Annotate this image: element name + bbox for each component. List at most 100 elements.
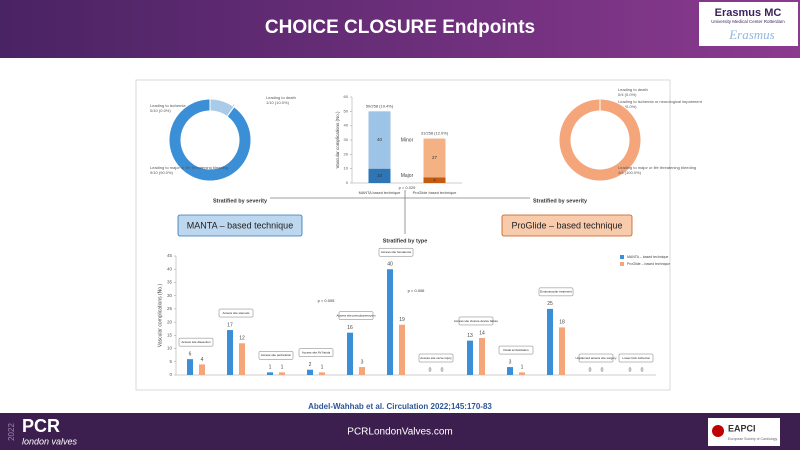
bar-value-label: 4 <box>201 357 204 363</box>
bar-segment <box>423 177 446 183</box>
category-label: Access site nerve injury <box>420 356 452 360</box>
bar-value-label: 40 <box>377 137 383 142</box>
bar-segment <box>423 138 446 178</box>
bar <box>547 308 553 375</box>
y-tick-label: 20 <box>344 151 349 156</box>
slice-value-label: 0/4 (0.0%) <box>618 92 637 97</box>
bar-value-label: 6 <box>189 351 192 357</box>
category-label: Access site hematoma <box>381 250 412 254</box>
citation: Abdel-Wahhab et al. Circulation 2022;145… <box>308 402 492 411</box>
y-tick-label: 30 <box>167 293 173 298</box>
category-box <box>218 308 254 318</box>
y-tick-label: 0 <box>169 372 172 377</box>
category-box <box>418 353 454 363</box>
p-value: p = 0.005 <box>318 298 336 303</box>
category-box <box>498 345 534 355</box>
bar <box>227 330 233 375</box>
eapci-name: EAPCI <box>728 423 756 433</box>
bar-value-label: 27 <box>432 155 438 160</box>
bar-value-label: 0 <box>601 367 604 373</box>
bar-value-label: 14 <box>479 330 485 336</box>
slice-label: Leading to death <box>266 95 296 100</box>
bar-value-label: 0 <box>641 367 644 373</box>
category-label: Access site closure device failure <box>454 319 499 323</box>
y-tick-label: 20 <box>167 319 173 324</box>
slice-label: Leading to major or life threatening ble… <box>618 165 696 170</box>
slice-label: Leading to ischemia or neurological impa… <box>618 99 703 104</box>
y-tick-label: 30 <box>344 137 349 142</box>
section-label: Stratified by severity <box>213 198 268 204</box>
logo-box <box>699 2 798 46</box>
category-box <box>338 311 374 320</box>
bar-value-label: 25 <box>547 301 553 307</box>
eapci-sub: European Society of Cardiology <box>728 437 777 441</box>
slice-value-label: 4/4 (100.0%) <box>618 170 642 175</box>
bar-value-label: 0 <box>441 367 444 373</box>
x-tick-label: MANTA based technique <box>359 191 401 195</box>
bar-value-label: 19 <box>399 317 405 323</box>
bar-value-label: 3 <box>509 359 512 365</box>
y-tick-label: 25 <box>167 306 173 311</box>
p-value: p = 0.029 <box>399 185 417 190</box>
bar-value-label: 1 <box>281 365 284 371</box>
slide-title: CHOICE CLOSURE Endpoints <box>265 17 535 38</box>
bar-segment <box>368 168 391 183</box>
category-label: Access site pseudoaneurysm <box>336 313 376 317</box>
bar <box>559 327 565 375</box>
legend-label: ProGlide – based technique <box>627 262 670 266</box>
slice-label: Leading to death <box>618 87 648 92</box>
category-label: Access site stenosis <box>222 311 250 315</box>
x-tick-label: ProGlide based technique <box>413 191 457 195</box>
y-axis-label: Vascular complications (No.) <box>335 111 340 168</box>
pie-slice <box>558 98 642 182</box>
y-tick-label: 10 <box>344 166 349 171</box>
bar <box>267 372 273 375</box>
category-box <box>538 287 574 297</box>
series-label: Minor <box>401 137 414 143</box>
logo-script: Erasmus <box>728 27 775 42</box>
category-box <box>178 337 214 347</box>
bar <box>467 340 473 375</box>
total-label: 31/258 (12.0%) <box>421 131 449 136</box>
category-label: Lower limb ischemia <box>622 356 650 360</box>
y-tick-label: 45 <box>167 253 173 258</box>
bar-value-label: 17 <box>227 322 233 328</box>
bar-value-label: 12 <box>239 336 245 342</box>
category-box <box>298 348 334 357</box>
footer-url: PCRLondonValves.com <box>347 427 452 438</box>
legend-label: MANTA – based technique <box>627 255 668 259</box>
logo-subtitle: University Medical Center Rotterdam <box>711 19 785 24</box>
category-label: Distal embolization <box>503 348 529 352</box>
bar <box>479 337 485 375</box>
footer-pcr-sub: london valves <box>22 436 78 446</box>
bar-value-label: 0 <box>629 367 632 373</box>
group-box <box>501 214 633 237</box>
category-label: Access site perforation <box>261 353 292 357</box>
header-band <box>0 0 800 58</box>
y-tick-label: 15 <box>167 333 173 338</box>
group-label: MANTA – based technique <box>187 220 293 230</box>
y-tick-label: 40 <box>344 123 349 128</box>
category-box <box>578 353 614 363</box>
y-tick-label: 5 <box>169 359 172 364</box>
bar-value-label: 0 <box>589 367 592 373</box>
pie-slice <box>168 98 252 182</box>
y-tick-label: 40 <box>167 266 173 271</box>
series-label: Major <box>401 173 414 179</box>
bar <box>399 324 405 375</box>
chart-title: Stratified by type <box>383 238 428 244</box>
slice-label: Leading to major or life threatening ble… <box>150 165 228 170</box>
group-box <box>177 214 303 237</box>
bar-value-label: 0 <box>429 367 432 373</box>
category-box <box>258 351 294 360</box>
footer-pcr: PCR <box>22 416 60 436</box>
y-tick-label: 60 <box>344 94 349 99</box>
bar <box>319 372 325 375</box>
bar-value-label: 1 <box>321 365 324 371</box>
slice-value-label: 1/10 (10.0%) <box>266 100 290 105</box>
y-axis-label: Vascular complications (No.) <box>157 284 163 348</box>
bar-value-label: 13 <box>467 333 473 339</box>
y-tick-label: 50 <box>344 108 349 113</box>
y-tick-label: 0 <box>346 180 349 185</box>
